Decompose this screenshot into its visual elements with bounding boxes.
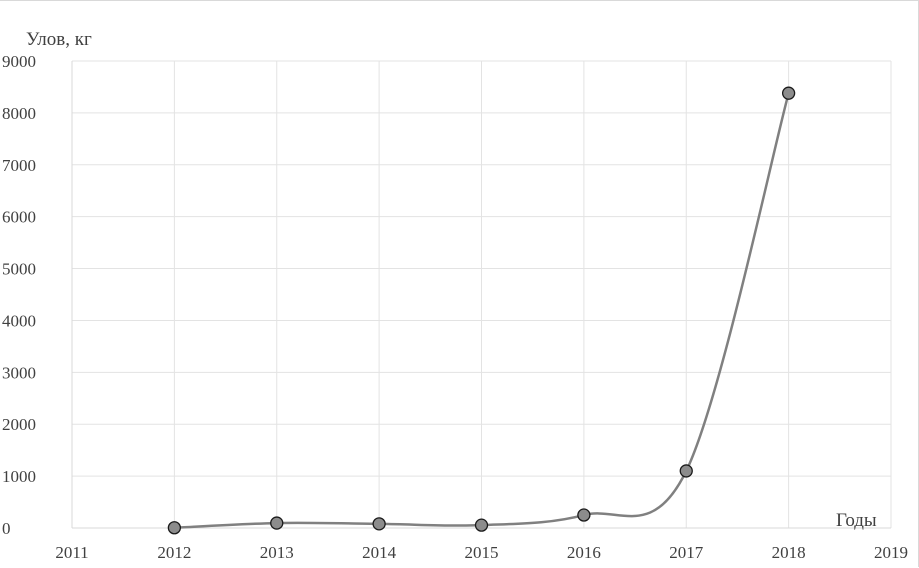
data-point <box>474 518 489 532</box>
y-tick-label: 9000 <box>2 52 36 71</box>
y-tick-label: 3000 <box>2 363 36 382</box>
y-tick-label: 5000 <box>2 260 36 279</box>
data-point <box>679 464 693 478</box>
tick-labels: 0 1000 2000 3000 4000 5000 6000 7000 8000 9000 201… <box>2 52 908 562</box>
x-tick-label: 2011 <box>55 543 88 562</box>
y-tick-label: 2000 <box>2 415 36 434</box>
x-tick-label: 2017 <box>669 543 704 562</box>
y-axis-title: Улов, кг <box>26 29 92 50</box>
y-tick-label: 1000 <box>2 467 36 486</box>
x-tick-label: 2013 <box>260 543 294 562</box>
grid <box>72 60 892 528</box>
y-tick-label: 4000 <box>2 311 36 330</box>
x-tick-label: 2016 <box>567 543 601 562</box>
y-tick-label: 8000 <box>2 104 36 123</box>
x-tick-label: 2018 <box>772 543 806 562</box>
x-tick-label: 2012 <box>157 543 191 562</box>
data-point <box>167 521 182 535</box>
x-tick-label: 2019 <box>874 543 908 562</box>
data-point <box>781 86 796 100</box>
data-point <box>270 516 284 530</box>
series-group <box>167 86 796 535</box>
x-tick-label: 2014 <box>362 543 397 562</box>
x-tick-label: 2015 <box>465 543 499 562</box>
data-point <box>372 517 386 531</box>
y-tick-label: 7000 <box>2 156 36 175</box>
y-tick-label: 0 <box>2 519 11 538</box>
x-axis-title: Годы <box>836 510 877 531</box>
data-point <box>577 508 591 522</box>
y-tick-label: 6000 <box>2 208 36 227</box>
series-line <box>174 92 790 529</box>
